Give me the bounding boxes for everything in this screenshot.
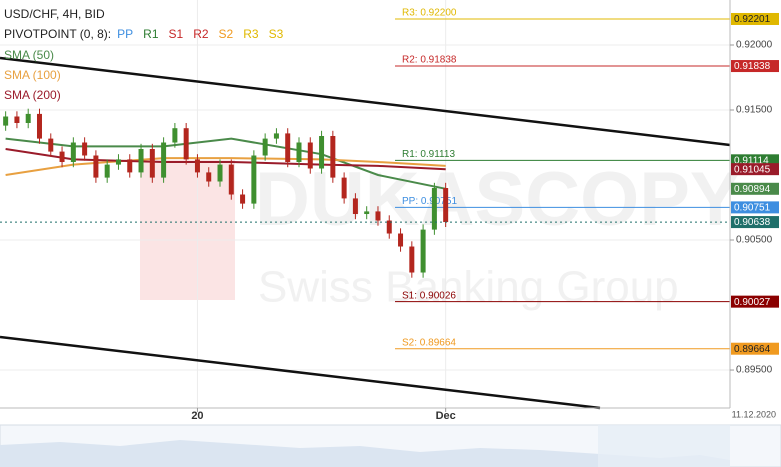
pivot-legend-item: S2 (219, 27, 234, 41)
candle-body (228, 164, 234, 195)
price-box (731, 342, 779, 355)
candle-body (273, 133, 279, 139)
candle-body (409, 246, 415, 273)
candle-body (262, 138, 268, 156)
candle-body (307, 142, 313, 169)
price-box (731, 295, 779, 308)
price-box (731, 216, 779, 229)
price-box-label: 0.90751 (734, 203, 771, 214)
candle-body (115, 159, 121, 165)
axes: 0.92000 0.91500 0.90500 0.89500 20 Dec 0.92201… (0, 12, 779, 422)
pivot-label: S1: 0.90026 (402, 290, 456, 301)
candle-body (341, 177, 347, 199)
pivot-legend-item: R3 (243, 27, 259, 41)
candle-body (104, 164, 110, 178)
candle-body (386, 220, 392, 234)
legend-entry: SMA (200) (4, 88, 61, 102)
price-box-label: 0.91838 (734, 61, 771, 72)
y-tick-label: 0.90500 (736, 235, 773, 246)
y-tick-label: 0.89500 (736, 365, 773, 376)
navigator-area (0, 440, 730, 467)
candle-body (285, 133, 291, 163)
watermark-logo (140, 160, 235, 300)
candle-body (161, 142, 167, 178)
price-box-label: 0.89664 (734, 344, 771, 355)
candle-body (206, 172, 212, 182)
candle-body (375, 211, 381, 221)
candle-body (149, 149, 155, 178)
candle-body (330, 136, 336, 178)
candles (3, 108, 449, 278)
price-box (731, 12, 779, 25)
candle-body (443, 188, 449, 223)
candle-body (251, 155, 257, 204)
legend-entry: SMA (100) (4, 68, 61, 82)
candle-body (14, 116, 20, 123)
pivot-label: R3: 0.92200 (402, 8, 457, 19)
watermark-tagline: Swiss Banking Group (258, 263, 679, 312)
date-label: 11.12.2020 (732, 409, 776, 419)
candle-body (172, 128, 178, 143)
candle-body (25, 113, 31, 123)
price-box-label: 0.91114 (734, 155, 769, 166)
candle-body (431, 188, 437, 230)
candle-body (319, 136, 325, 169)
watermark-brand: DUKASCOPY (255, 157, 741, 242)
y-tick-label: 0.92000 (736, 40, 773, 51)
price-box (731, 182, 779, 195)
price-box-label: 0.91045 (734, 164, 771, 175)
candle-body (183, 128, 189, 160)
pivot-label: S2: 0.89664 (402, 337, 456, 348)
pivot-legend-item: PP (117, 27, 133, 41)
pivot-legend-item: S1 (169, 27, 184, 41)
pivot-label: R2: 0.91838 (402, 55, 457, 66)
x-tick-label: 20 (191, 410, 203, 422)
candle-body (240, 194, 246, 204)
candle-body (127, 159, 133, 173)
candle-body (364, 211, 370, 215)
candle-body (36, 113, 42, 139)
pivot-legend-item: S3 (269, 27, 284, 41)
price-box-label: 0.92201 (734, 14, 771, 25)
price-box (731, 60, 779, 73)
pivot-legend-label: PIVOTPOINT (0, 8): (4, 27, 111, 41)
pivot-legend-item: R2 (193, 27, 209, 41)
candle-body (398, 233, 404, 247)
candle-body (194, 159, 200, 173)
price-box-label: 0.90638 (734, 217, 771, 228)
candle-body (352, 198, 358, 215)
legend: USD/CHF, 4H, BID PIVOTPOINT (0, 8): SMA … (4, 7, 284, 102)
price-box-label: 0.90894 (734, 184, 771, 195)
pivot-label: PP: 0.90751 (402, 196, 457, 207)
candle-body (296, 142, 302, 163)
candle-body (420, 229, 426, 273)
candle-body (138, 149, 144, 173)
channel-lower (0, 335, 601, 410)
watermark: DUKASCOPY Swiss Banking Group (140, 157, 741, 312)
price-box-label: 0.90027 (734, 297, 771, 308)
candle-body (82, 142, 88, 156)
pivots: R3: 0.92200 R2: 0.91838 R1: 0.91113 PP: 0.9… (395, 8, 730, 350)
candle-body (48, 138, 54, 152)
candle-body (3, 116, 9, 126)
pivot-legend-item: R1 (143, 27, 159, 41)
channel-upper (0, 56, 731, 147)
title: USD/CHF, 4H, BID (4, 7, 105, 21)
price-box (731, 163, 779, 176)
x-tick-label: Dec (436, 410, 456, 422)
pivot-label: R1: 0.91113 (402, 149, 455, 160)
candle-body (59, 151, 65, 163)
navigator-window[interactable] (598, 425, 730, 467)
candle-body (70, 142, 76, 163)
legend-entry: SMA (50) (4, 48, 54, 62)
price-box (731, 201, 779, 214)
candle-body (93, 155, 99, 178)
y-tick-label: 0.91500 (736, 105, 773, 116)
candle-body (217, 164, 223, 182)
